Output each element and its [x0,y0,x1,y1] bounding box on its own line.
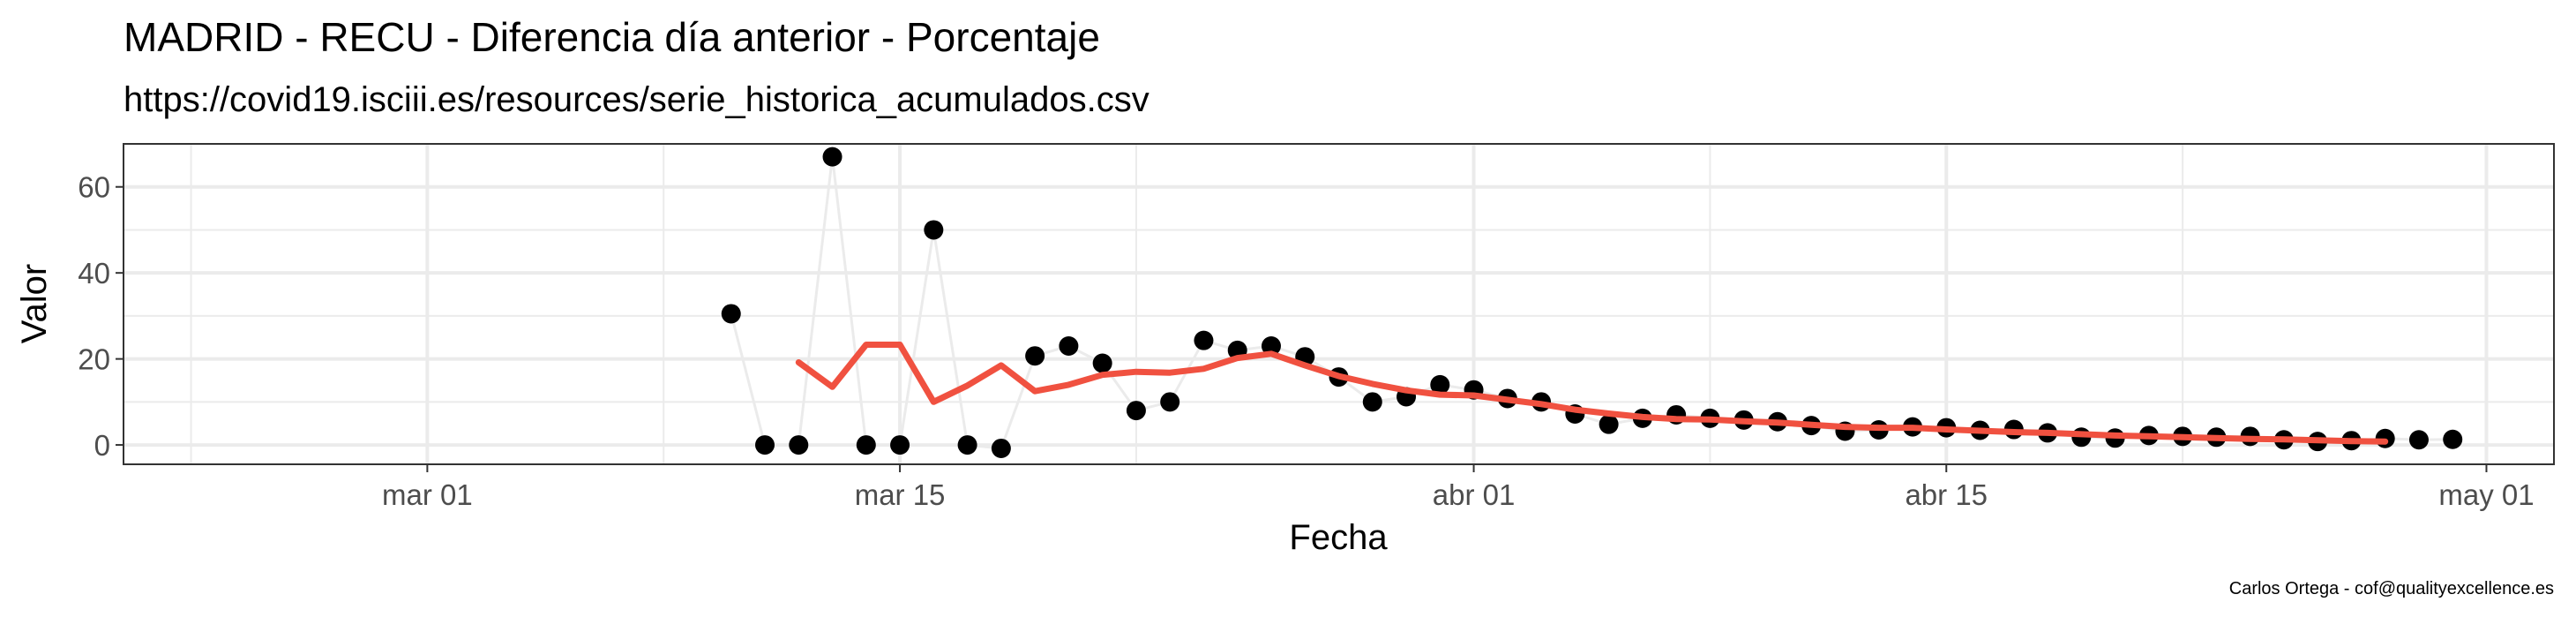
y-axis-title: Valor [15,264,54,343]
series-line-moving-average [795,342,2389,445]
series-point [721,304,741,324]
y-tick-label: 0 [94,429,110,462]
series-point [1599,414,1619,434]
y-axis: 0 20 40 60 [78,171,124,462]
series-point [1092,353,1112,373]
series-point [822,147,842,167]
series-point [1025,346,1045,366]
series-point [991,438,1011,458]
x-tick-label: abr 15 [1905,478,1988,511]
x-tick-label: abr 01 [1433,478,1516,511]
series-point [1430,374,1450,395]
x-tick-label: mar 15 [855,478,946,511]
series-point [890,435,910,455]
series-point [755,435,775,455]
x-axis: mar 01 mar 15 abr 01 abr 15 may 01 [382,464,2535,511]
series-point [856,435,876,455]
chart-title: MADRID - RECU - Diferencia día anterior … [124,14,1100,60]
series-point [1261,336,1281,357]
series-point [1059,336,1079,357]
y-tick-label: 40 [78,257,110,290]
y-tick-label: 20 [78,343,110,376]
series-point [924,220,944,240]
plot-border [123,143,2555,465]
series-point [1194,330,1214,350]
chart-subtitle: https://covid19.isciii.es/resources/seri… [124,80,1149,119]
series-point [1126,401,1146,421]
series-point [2443,429,2463,449]
series-point [2408,430,2429,450]
series-point [957,435,977,455]
x-tick-label: may 01 [2438,478,2534,511]
x-axis-title: Fecha [1289,518,1388,557]
plot-panel [124,144,2554,464]
series-point [1160,392,1180,412]
series-point [1362,392,1382,412]
chart-caption: Carlos Ortega - cof@qualityexcellence.es [2229,579,2554,598]
series-point [789,435,809,455]
y-tick-label: 60 [78,171,110,204]
x-tick-label: mar 01 [382,478,473,511]
grid-minor [124,144,2554,464]
series-layer [721,147,2463,458]
